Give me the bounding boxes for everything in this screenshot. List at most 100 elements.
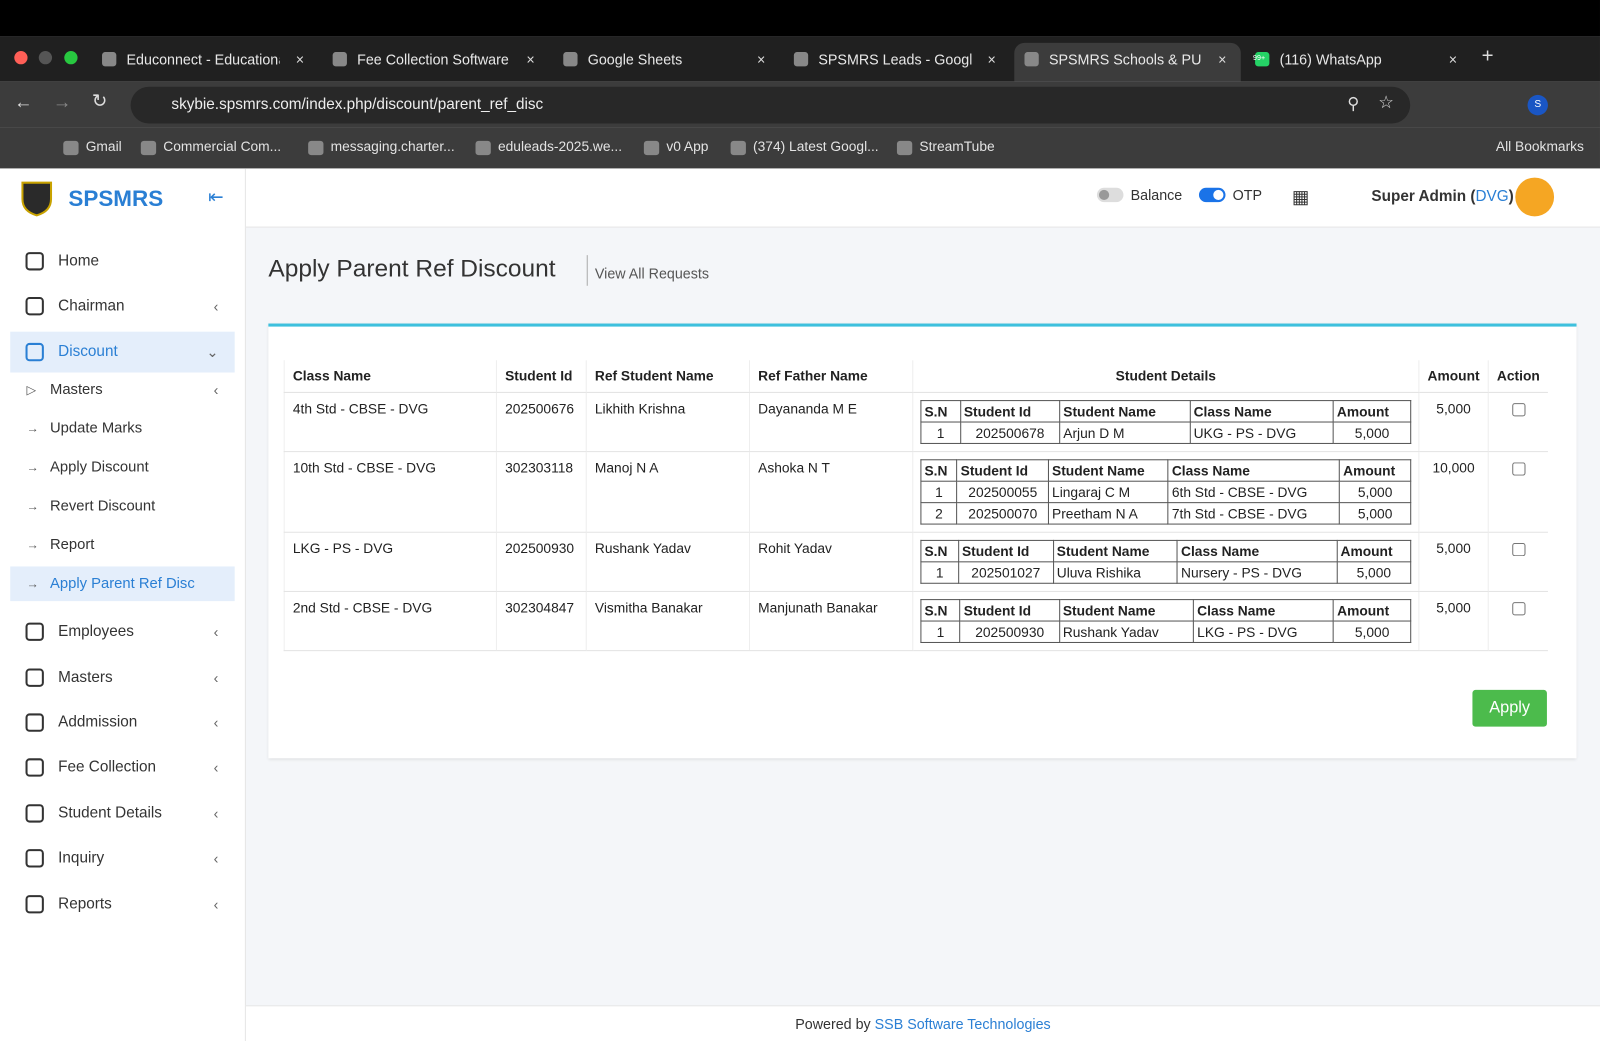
- menu-label: Fee Collection: [58, 758, 157, 777]
- details-value: 202500070: [956, 502, 1049, 525]
- details-col: Class Name: [1193, 599, 1335, 622]
- details-col: Student Id: [957, 539, 1054, 563]
- submenu-item[interactable]: Update Marks →: [10, 411, 234, 446]
- avatar[interactable]: [1515, 177, 1555, 217]
- profile[interactable]: S: [1527, 94, 1548, 116]
- tab-close[interactable]: ×: [526, 51, 535, 68]
- requests-table: Class Name Student Id Ref Student Name Ref …: [283, 360, 1548, 652]
- apply-button[interactable]: Apply: [1472, 689, 1547, 727]
- details-row: 1 202501027 Uluva Rishika Nursery - PS - DV…: [920, 561, 1412, 584]
- details-value: 6th Std - CBSE - DVG: [1167, 480, 1341, 504]
- bookmark[interactable]: Commercial Com...: [163, 138, 282, 155]
- details-value: LKG - PS - DVG: [1193, 620, 1335, 643]
- menu-item[interactable]: Masters ‹: [10, 657, 234, 698]
- column-header: Ref Father Name: [748, 360, 913, 393]
- footer-link[interactable]: SSB Software Technologies: [874, 1015, 1051, 1032]
- otp-label: OTP: [1232, 186, 1263, 204]
- otp-toggle[interactable]: [1198, 187, 1226, 203]
- row-checkbox[interactable]: [1511, 403, 1525, 417]
- bookmark[interactable]: messaging.charter...: [330, 138, 455, 155]
- tab-close[interactable]: ×: [1448, 51, 1458, 68]
- tab-close[interactable]: ×: [987, 51, 996, 68]
- menu-icon: [25, 894, 44, 914]
- toolbar: ← → ↻ skybie.spsmrs.com/index.php/discou…: [0, 81, 1600, 128]
- submenu-item[interactable]: Report →: [10, 528, 234, 563]
- column-header: Ref Student Name: [585, 360, 750, 393]
- submenu-item[interactable]: Revert Discount →: [10, 489, 234, 524]
- all-bookmarks[interactable]: All Bookmarks: [1495, 138, 1584, 155]
- tab-close[interactable]: ×: [756, 51, 766, 68]
- row-checkbox[interactable]: [1511, 542, 1525, 557]
- details-col: Amount: [1333, 599, 1412, 622]
- cell: 2nd Std - CBSE - DVG: [283, 591, 497, 652]
- user: Super Admin (DVG): [1371, 188, 1513, 205]
- cell: Manoj N A: [585, 451, 750, 533]
- cell: 302303118: [495, 451, 587, 533]
- tab-close[interactable]: ×: [1218, 51, 1227, 68]
- address-bar[interactable]: skybie.spsmrs.com/index.php/discount/par…: [130, 86, 1411, 124]
- chevron: ‹: [213, 759, 219, 777]
- details-col: Amount: [1332, 400, 1412, 423]
- cell: LKG - PS - DVG: [283, 532, 497, 592]
- details-value: 202500930: [959, 620, 1060, 643]
- menu-label: Update Marks: [49, 420, 143, 438]
- chevron: ⌄: [206, 343, 219, 361]
- menu-item[interactable]: Inquiry ‹: [10, 838, 234, 879]
- details-value: 202501027: [957, 561, 1054, 584]
- tab[interactable]: Fee Collection Software ×: [322, 43, 549, 82]
- tab-close[interactable]: ×: [295, 51, 305, 68]
- cell: Ashoka N T: [748, 451, 913, 533]
- menu-icon: →: [26, 538, 39, 553]
- menu-icon: →: [26, 499, 39, 514]
- bookmark[interactable]: v0 App: [666, 138, 709, 155]
- menu-icon: →: [26, 421, 39, 436]
- menu-icon: [25, 622, 44, 642]
- details-cell: S.N Student Id Student Name Class Name Amoun…: [912, 451, 1419, 533]
- cell: Manjunath Banakar: [748, 591, 913, 652]
- balance-toggle[interactable]: [1096, 187, 1124, 203]
- bookmark[interactable]: StreamTube: [919, 138, 995, 155]
- menu-icon: [25, 252, 44, 271]
- details-value: Nursery - PS - DVG: [1176, 561, 1338, 584]
- menu-label: Apply Discount: [49, 459, 149, 476]
- tab[interactable]: Educonnect - Educationa ×: [92, 43, 319, 82]
- column-header: Amount: [1418, 360, 1489, 393]
- user-name: Super Admin (: [1371, 187, 1476, 206]
- details-value: 7th Std - CBSE - DVG: [1167, 502, 1341, 525]
- tab[interactable]: (116) WhatsApp 99+ ×: [1245, 43, 1472, 82]
- submenu-item[interactable]: Masters ▷ ‹: [10, 373, 234, 408]
- details-row: 1 202500055 Lingaraj C M 6th Std - CBSE - D…: [920, 480, 1412, 504]
- row-checkbox[interactable]: [1511, 602, 1525, 616]
- bookmark[interactable]: (374) Latest Googl...: [753, 138, 879, 155]
- tab[interactable]: SPSMRS Leads - Google ×: [784, 43, 1011, 82]
- bookmark[interactable]: Gmail: [85, 138, 122, 155]
- details-value: UKG - PS - DVG: [1189, 421, 1334, 444]
- submenu-item[interactable]: Apply Discount →: [10, 450, 234, 485]
- menu-label: Employees: [58, 622, 134, 641]
- bookmarks-bar: All Bookmarks: [0, 127, 1600, 170]
- action: [1487, 451, 1548, 533]
- details-col: Class Name: [1176, 539, 1338, 563]
- details-value: Arjun D M: [1059, 421, 1191, 444]
- submenu-item[interactable]: Apply Parent Ref Disc →: [10, 566, 235, 602]
- details-table: S.N Student Id Student Name Class Name Amoun…: [920, 599, 1412, 643]
- user-branch: DVG: [1475, 187, 1509, 206]
- details-col: S.N: [920, 599, 961, 622]
- menu-item[interactable]: Home: [10, 241, 234, 282]
- chevron: ‹: [213, 895, 219, 913]
- menu-item[interactable]: Student Details ‹: [10, 793, 234, 834]
- menu-item[interactable]: Discount ⌄: [10, 331, 235, 373]
- menu-item[interactable]: Chairman ‹: [10, 286, 234, 327]
- bookmark[interactable]: eduleads-2025.we...: [497, 138, 623, 155]
- menu-item[interactable]: Fee Collection ‹: [10, 747, 234, 788]
- details-col: S.N: [920, 400, 961, 423]
- menu-item[interactable]: Employees ‹: [10, 612, 234, 653]
- tab[interactable]: Google Sheets ×: [553, 43, 780, 82]
- tab[interactable]: SPSMRS Schools & PU C ×: [1014, 42, 1241, 82]
- details-col: Class Name: [1189, 400, 1334, 423]
- menu-item[interactable]: Addmission ‹: [10, 702, 234, 743]
- menu-item[interactable]: Reports ‹: [10, 883, 234, 924]
- menu-label: Apply Parent Ref Disc: [49, 575, 195, 593]
- row-checkbox[interactable]: [1511, 462, 1525, 476]
- view-all-link[interactable]: View All Requests: [594, 265, 709, 282]
